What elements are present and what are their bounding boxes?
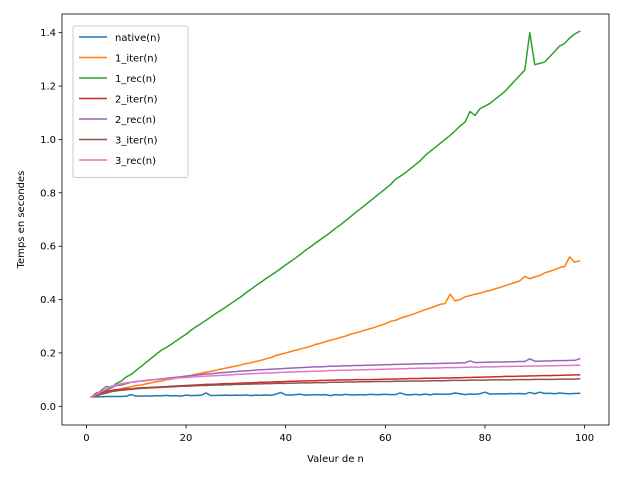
y-tick-label: 0.2: [40, 348, 56, 359]
series-line-3-rec-n: [90, 364, 581, 398]
y-tick-label: 1.2: [40, 82, 56, 93]
x-tick-label: 20: [180, 433, 193, 444]
x-axis-label: Valeur de n: [307, 454, 364, 465]
legend-label: 1_rec(n): [115, 74, 156, 85]
legend-label: native(n): [115, 33, 160, 44]
y-tick-label: 0.6: [40, 242, 56, 253]
y-tick-label: 0.4: [40, 295, 56, 306]
legend-label: 2_iter(n): [115, 95, 158, 106]
legend-label: 1_iter(n): [115, 54, 158, 65]
plot-lines: [90, 30, 581, 399]
legend-label: 3_iter(n): [115, 136, 158, 147]
y-tick-label: 1.4: [40, 28, 56, 39]
x-tick-label: 80: [479, 433, 492, 444]
x-tick-label: 60: [379, 433, 392, 444]
x-tick-label: 100: [575, 433, 594, 444]
x-tick-label: 40: [279, 433, 292, 444]
series-line-3-iter-n: [90, 378, 581, 398]
y-axis: 0.0 0.2 0.4 0.6 0.8 1.0 1.2 1.4: [40, 28, 62, 413]
y-tick-label: 0.8: [40, 188, 56, 199]
y-axis-label: Temps en secondes: [16, 171, 27, 270]
plot-frame: [61, 13, 610, 426]
series-line-2-rec-n: [90, 357, 581, 398]
series-line-native-n: [90, 391, 581, 398]
legend-label: 3_rec(n): [115, 156, 156, 167]
series-line-1-rec-n: [90, 30, 581, 398]
legend-label: 2_rec(n): [115, 115, 156, 126]
y-tick-label: 0.0: [40, 402, 56, 413]
y-tick-label: 1.0: [40, 135, 56, 146]
x-tick-label: 0: [83, 433, 89, 444]
legend: native(n) 1_iter(n) 1_rec(n) 2_iter(n) 2_rec…: [72, 25, 189, 178]
x-axis: 0 20 40 60 80 100: [83, 425, 594, 444]
